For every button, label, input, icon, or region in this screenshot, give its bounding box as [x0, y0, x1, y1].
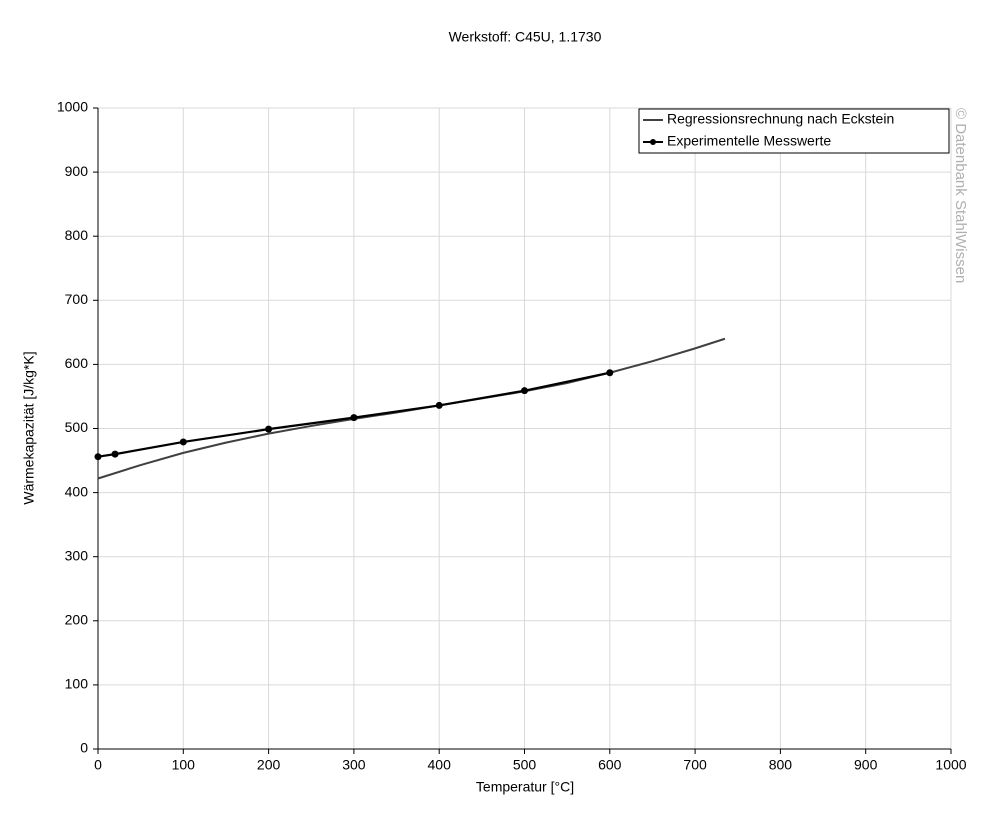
legend-label: Experimentelle Messwerte	[667, 133, 831, 149]
series-line	[97, 371, 611, 458]
data-point	[521, 387, 528, 395]
data-point	[606, 369, 614, 377]
x-tick-label: 600	[598, 757, 622, 773]
x-tick-label: 100	[172, 757, 196, 773]
x-tick-label: 900	[854, 757, 878, 773]
x-tick-label: 800	[769, 757, 793, 773]
x-tick-label: 400	[428, 757, 452, 773]
x-axis-label: Temperatur [°C]	[476, 779, 574, 795]
legend-box	[638, 108, 950, 154]
x-tick-label: 1000	[935, 757, 966, 773]
x-tick-label: 0	[94, 757, 102, 773]
x-tick-label: 500	[513, 757, 537, 773]
x-tick-label: 700	[683, 757, 707, 773]
data-point	[435, 401, 443, 409]
data-point	[111, 450, 119, 458]
y-tick-label: 400	[65, 483, 89, 499]
y-tick-label: 200	[65, 612, 89, 628]
data-point	[179, 438, 187, 446]
data-point	[350, 414, 358, 422]
data-point	[265, 425, 273, 433]
y-axis-label: Wärmekapazität [J/kg*K]	[21, 351, 37, 504]
y-tick-label: 1000	[57, 99, 88, 115]
legend-marker	[650, 139, 656, 145]
y-tick-label: 500	[65, 419, 89, 435]
x-tick-label: 200	[257, 757, 281, 773]
y-tick-label: 800	[65, 227, 89, 243]
chart-title: Werkstoff: C45U, 1.1730	[449, 29, 602, 45]
y-tick-label: 900	[65, 163, 89, 179]
y-tick-label: 300	[65, 547, 89, 563]
y-tick-label: 100	[65, 676, 89, 692]
data-point	[94, 453, 102, 461]
legend-label: Regressionsrechnung nach Eckstein	[667, 111, 894, 127]
y-tick-label: 600	[65, 355, 89, 371]
y-tick-label: 0	[80, 740, 88, 756]
x-tick-label: 300	[342, 757, 366, 773]
y-tick-label: 700	[65, 291, 89, 307]
watermark: © Datenbank StahlWissen	[952, 108, 969, 283]
